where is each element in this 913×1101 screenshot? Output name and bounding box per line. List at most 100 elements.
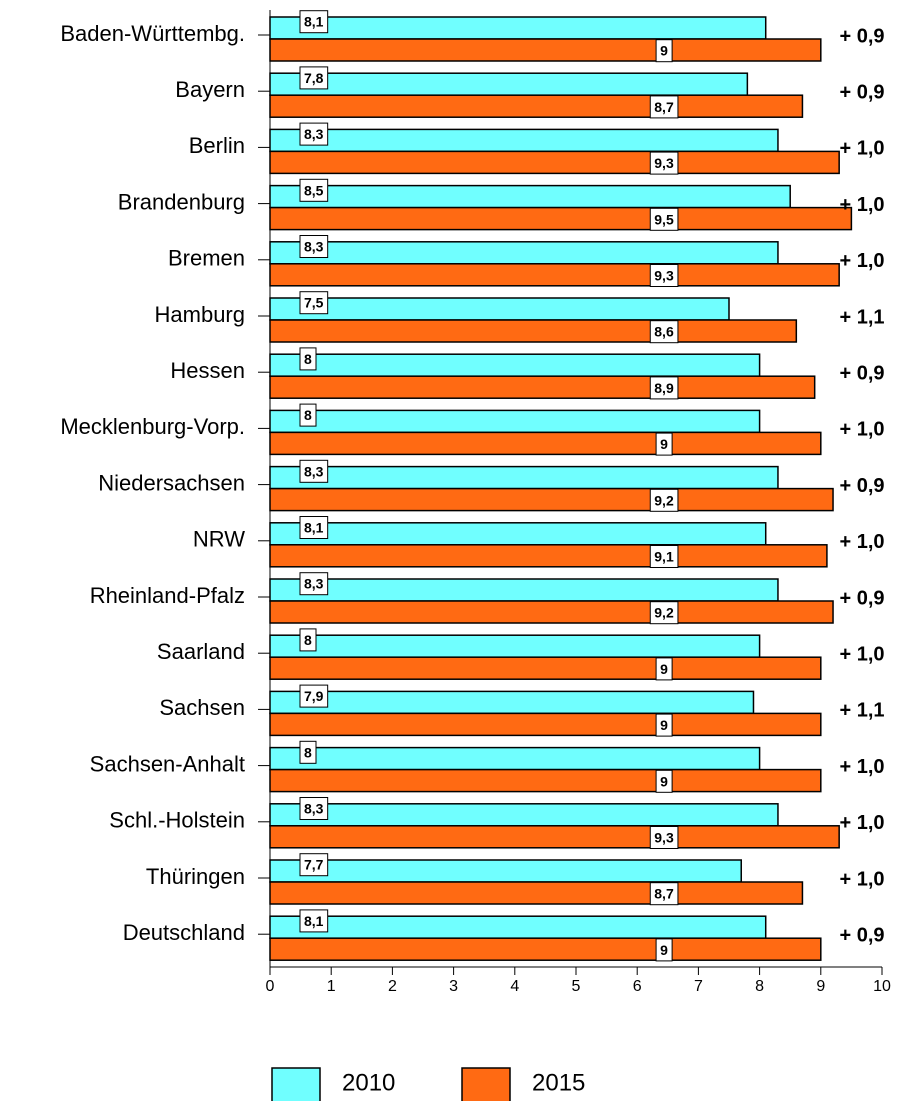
category-label: Hessen [170, 358, 245, 383]
difference-label: + 0,9 [839, 475, 884, 497]
bar [269, 94, 804, 118]
value-label-box [649, 151, 679, 175]
category-label: Mecklenburg-Vorp. [60, 414, 245, 439]
value-label-box [299, 628, 317, 652]
value-label: 9 [660, 942, 668, 958]
value-label-box [649, 95, 679, 119]
category-label: Sachsen-Anhalt [90, 751, 245, 776]
bar [269, 544, 828, 568]
category-label: Sachsen [159, 695, 245, 720]
bar [269, 803, 779, 827]
x-tick-label: 6 [633, 978, 642, 995]
bar [269, 375, 816, 399]
value-label: 8 [304, 744, 312, 760]
category-label: Baden-Württembg. [60, 21, 245, 46]
value-label: 9,5 [654, 211, 674, 227]
difference-label: + 1,0 [839, 756, 884, 778]
bar [269, 431, 822, 456]
difference-label: + 1,0 [839, 812, 884, 834]
bar [269, 263, 840, 287]
value-label-box [299, 909, 329, 933]
bar [269, 241, 779, 265]
value-label-box [649, 826, 679, 850]
bar [269, 319, 798, 343]
value-label-box [649, 601, 679, 625]
legend-swatch [461, 1067, 511, 1101]
bar [269, 768, 822, 793]
bar [269, 746, 761, 771]
value-label-box [649, 545, 679, 569]
value-label-box [655, 713, 673, 737]
value-label-box [299, 291, 329, 315]
category-label: Berlin [189, 133, 245, 158]
value-label: 9 [660, 43, 668, 59]
value-label-box [299, 572, 329, 596]
bar [269, 825, 840, 849]
difference-label: + 1,0 [839, 419, 884, 441]
value-label-box [299, 66, 329, 90]
x-tick-label: 1 [327, 978, 336, 995]
bar [269, 859, 742, 883]
value-label: 8,9 [654, 380, 674, 396]
x-tick-label: 4 [510, 978, 519, 995]
x-tick-label: 0 [266, 978, 275, 995]
value-label: 7,5 [304, 295, 324, 311]
difference-label: + 0,9 [839, 25, 884, 47]
value-label: 9,2 [654, 605, 674, 621]
value-label-box [299, 740, 317, 764]
difference-label: + 0,9 [839, 587, 884, 609]
bar [269, 128, 779, 153]
category-label: Bremen [168, 246, 245, 271]
value-label-box [649, 320, 679, 344]
bar [269, 72, 749, 96]
value-label-box [299, 122, 329, 146]
value-label: 9 [660, 436, 668, 452]
value-label-box [299, 516, 329, 540]
legend-label: 2015 [532, 1069, 585, 1096]
bar [269, 16, 767, 40]
x-tick-label: 7 [694, 978, 703, 995]
value-label: 8 [304, 407, 312, 423]
value-label: 8,5 [304, 182, 324, 198]
bar [269, 690, 755, 715]
value-label-box [655, 432, 673, 456]
bar [269, 915, 767, 939]
x-tick-label: 10 [873, 978, 891, 995]
value-label-box [649, 207, 679, 231]
value-label-box [299, 10, 329, 34]
bar [269, 38, 822, 62]
value-label-box [649, 376, 679, 400]
bar [269, 600, 834, 624]
value-label-box [655, 769, 673, 793]
value-label-box [299, 403, 317, 427]
bar [269, 206, 853, 231]
bar [269, 297, 730, 321]
value-label: 8,3 [304, 126, 324, 142]
bar [269, 353, 761, 377]
value-label: 9,3 [654, 155, 674, 171]
value-label: 8,3 [304, 576, 324, 592]
difference-label: + 1,0 [839, 250, 884, 272]
value-label-box [649, 488, 679, 512]
value-label: 9 [660, 661, 668, 677]
value-label-box [299, 853, 329, 877]
value-label: 8 [304, 351, 312, 367]
category-label: Saarland [157, 639, 245, 664]
bar [269, 184, 791, 209]
bar [269, 937, 822, 961]
value-label-box [299, 347, 317, 371]
x-tick-label: 8 [755, 978, 764, 995]
value-label: 8,1 [304, 913, 324, 929]
value-label: 7,8 [304, 70, 324, 86]
category-label: Thüringen [146, 864, 245, 889]
x-tick-label: 9 [816, 978, 825, 995]
difference-label: + 0,9 [839, 924, 884, 946]
value-label: 9,3 [654, 268, 674, 284]
value-label-box [655, 39, 673, 63]
value-label: 7,9 [304, 688, 324, 704]
value-label-box [649, 264, 679, 288]
value-label: 8,7 [654, 886, 674, 902]
value-label: 8,6 [654, 324, 674, 340]
difference-label: + 1,0 [839, 138, 884, 160]
